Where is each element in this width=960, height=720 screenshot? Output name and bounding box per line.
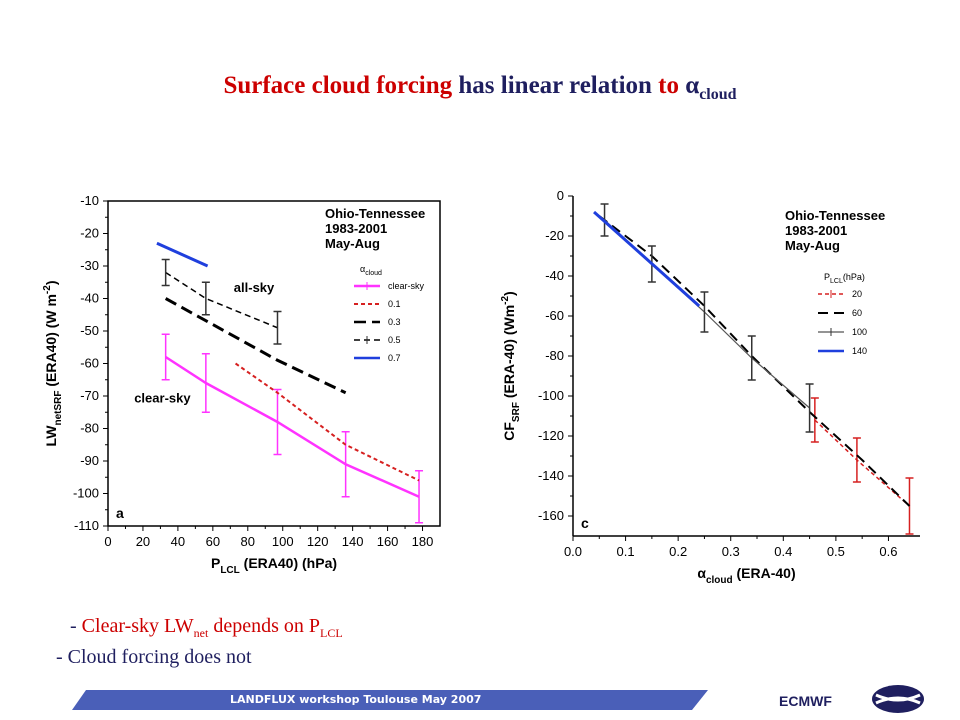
- y-tick-label: -30: [80, 258, 99, 273]
- x-tick-label: 0.0: [564, 544, 582, 559]
- x-tick-label: 160: [377, 534, 399, 549]
- panel-label: c: [581, 515, 589, 531]
- series-line-0.1: [234, 362, 420, 482]
- x-tick-label: 0: [104, 534, 111, 549]
- y-tick-label: -20: [545, 228, 564, 243]
- y-tick-label: -40: [545, 268, 564, 283]
- y-axis-label: CFSRF (ERA-40) (Wm-2): [500, 291, 522, 440]
- y-tick-label: -160: [538, 508, 564, 523]
- y-tick-label: -10: [80, 193, 99, 208]
- legend-label: 140: [852, 346, 867, 356]
- x-tick-label: 0.3: [722, 544, 740, 559]
- legend-label: 0.5: [388, 335, 401, 345]
- title-part-1: has linear relation: [458, 72, 659, 99]
- plot-frame: [107, 200, 441, 527]
- x-tick-label: 120: [307, 534, 329, 549]
- legend-label: 20: [852, 289, 862, 299]
- x-tick-label: 20: [136, 534, 150, 549]
- x-tick-label: 60: [206, 534, 220, 549]
- bullet-clear-sky: - Clear-sky LWnet depends on PLCL: [70, 615, 343, 640]
- y-tick-label: -100: [538, 388, 564, 403]
- panel-label: a: [116, 505, 124, 521]
- x-tick-label: 0.2: [669, 544, 687, 559]
- x-axis-label: PLCL (ERA40) (hPa): [211, 555, 337, 576]
- ecmwf-logo-icon: [872, 685, 924, 713]
- slide-title: Surface cloud forcing has linear relatio…: [0, 72, 960, 104]
- inset-text-line: 1983-2001: [785, 223, 847, 238]
- annotation-clear-sky: clear-sky: [134, 391, 191, 406]
- y-tick-label: -110: [74, 518, 99, 533]
- series-line-0.5: [165, 271, 278, 329]
- y-tick-label: -80: [545, 348, 564, 363]
- legend-label: 0.1: [388, 299, 401, 309]
- title-part-4: cloud: [699, 86, 737, 103]
- series-line-0.7: [156, 241, 209, 268]
- x-tick-label: 0.5: [827, 544, 845, 559]
- y-tick-label: -70: [80, 388, 99, 403]
- legend-label: 0.7: [388, 353, 401, 363]
- y-tick-label: -100: [73, 486, 99, 501]
- y-tick-label: -120: [538, 428, 564, 443]
- x-tick-label: 0.1: [617, 544, 635, 559]
- y-tick-label: 0: [557, 188, 564, 203]
- footer-text: LANDFLUX workshop Toulouse May 2007: [230, 693, 482, 706]
- y-tick-label: -90: [80, 453, 99, 468]
- title-part-3: α: [685, 72, 700, 99]
- x-tick-label: 100: [272, 534, 294, 549]
- x-tick-label: 140: [342, 534, 364, 549]
- inset-text-line: Ohio-Tennessee: [785, 208, 885, 223]
- series-line-clear-sky: [164, 355, 420, 498]
- y-tick-label: -140: [538, 468, 564, 483]
- inset-text-line: May-Aug: [785, 238, 840, 253]
- series-line-0.3: [164, 297, 347, 395]
- y-tick-label: -40: [80, 291, 99, 306]
- y-axis-label: LWnetSRF (ERA40) (W m-2): [42, 280, 64, 446]
- x-tick-label: 40: [171, 534, 185, 549]
- chart-panel-a: -10 -20 -30 -40 -50 -60 -70 -80 -90 -100 -110 0 20 40…: [42, 193, 441, 576]
- inset-text-line: Ohio-Tennessee: [325, 206, 425, 221]
- y-axis-label-group: LWnetSRF (ERA40) (W m-2): [42, 280, 64, 446]
- bullet-cloud-forcing: - Cloud forcing does not: [56, 646, 252, 668]
- legend-title: PLCL(hPa): [824, 272, 865, 285]
- x-tick-label: 0.4: [774, 544, 792, 559]
- inset-text-line: May-Aug: [325, 236, 380, 251]
- legend-label: 60: [852, 308, 862, 318]
- y-tick-label: -50: [80, 323, 99, 338]
- chart-panel-c: 0 -20 -40 -60 -80 -100 -120 -140 -160 0.0 0.1 0.2 0.…: [500, 188, 920, 586]
- y-tick-label: -20: [80, 226, 99, 241]
- y-tick-label: -80: [80, 421, 99, 436]
- legend-label: clear-sky: [388, 281, 425, 291]
- title-part-2: to: [658, 72, 686, 99]
- series-line-140: [593, 210, 701, 308]
- y-tick-label: -60: [545, 308, 564, 323]
- inset-text-line: 1983-2001: [325, 221, 387, 236]
- legend-label: 0.3: [388, 317, 401, 327]
- title-part-0: Surface cloud forcing: [223, 72, 459, 99]
- x-axis-label: αcloud (ERA-40): [697, 565, 795, 586]
- y-tick-label: -60: [80, 356, 99, 371]
- legend-label: 100: [852, 327, 867, 337]
- x-tick-label: 180: [412, 534, 434, 549]
- x-tick-label: 80: [241, 534, 255, 549]
- legend-title: αcloud: [360, 264, 382, 277]
- ecmwf-label: ECMWF: [779, 693, 832, 709]
- footer-banner: [72, 690, 708, 710]
- y-axis-label-group: CFSRF (ERA-40) (Wm-2): [500, 291, 522, 440]
- x-tick-label: 0.6: [879, 544, 897, 559]
- annotation-all-sky: all-sky: [234, 280, 275, 295]
